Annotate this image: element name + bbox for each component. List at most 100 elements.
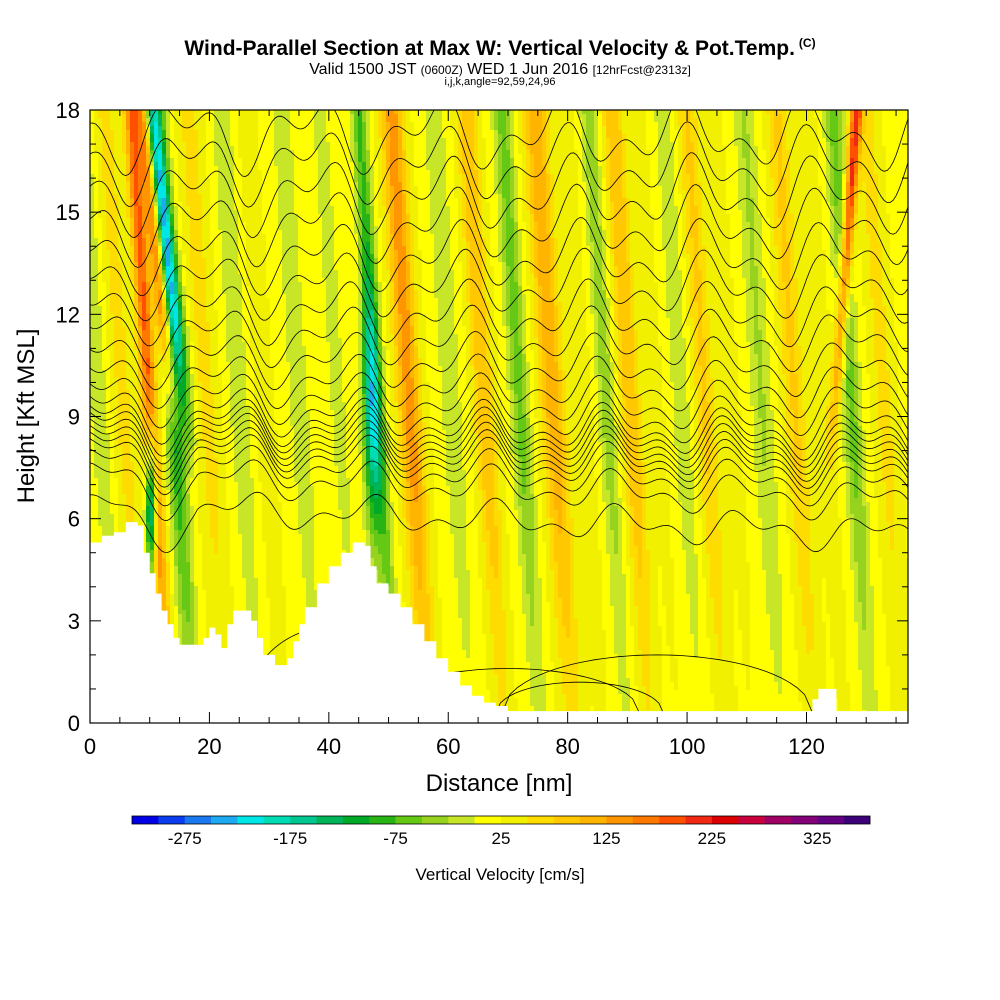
velocity-cell [398, 162, 403, 167]
velocity-cell [526, 134, 531, 139]
velocity-cell [374, 142, 379, 147]
velocity-cell [110, 138, 115, 143]
velocity-cell [290, 166, 295, 171]
velocity-cell [362, 138, 367, 143]
velocity-cell [882, 158, 887, 163]
velocity-cell [666, 170, 671, 175]
velocity-cell [518, 194, 523, 199]
velocity-cell [514, 182, 519, 187]
velocity-cell [874, 198, 879, 203]
velocity-cell [646, 142, 651, 147]
velocity-cell [314, 126, 319, 131]
velocity-cell [778, 122, 783, 127]
velocity-cell [646, 174, 651, 179]
velocity-cell [134, 134, 139, 139]
velocity-cell [398, 182, 403, 187]
velocity-cell [490, 122, 495, 127]
velocity-cell [118, 150, 123, 155]
velocity-cell [434, 158, 439, 163]
velocity-cell [166, 114, 171, 119]
velocity-cell [134, 190, 139, 195]
velocity-cell [286, 110, 291, 115]
velocity-cell [714, 118, 719, 123]
velocity-cell [294, 138, 299, 143]
velocity-cell [422, 182, 427, 187]
velocity-cell [902, 150, 907, 155]
velocity-cell [510, 114, 515, 119]
velocity-cell [282, 198, 287, 203]
velocity-cell [294, 110, 299, 115]
velocity-cell [642, 186, 647, 191]
velocity-cell [250, 158, 255, 163]
velocity-cell [786, 146, 791, 151]
velocity-cell [154, 154, 159, 159]
velocity-cell [638, 126, 643, 131]
velocity-cell [306, 194, 311, 199]
velocity-cell [590, 118, 595, 123]
velocity-cell [182, 142, 187, 147]
velocity-cell [298, 154, 303, 159]
velocity-cell [510, 110, 515, 115]
velocity-cell [382, 122, 387, 127]
velocity-cell [482, 142, 487, 147]
velocity-cell [822, 186, 827, 191]
velocity-cell [694, 178, 699, 183]
velocity-cell [238, 150, 243, 155]
velocity-cell [878, 202, 883, 207]
velocity-cell [530, 182, 535, 187]
velocity-cell [94, 114, 99, 119]
velocity-cell [542, 110, 547, 115]
velocity-cell [266, 110, 271, 115]
velocity-cell [550, 138, 555, 143]
velocity-cell [670, 170, 675, 175]
velocity-cell [354, 158, 359, 163]
velocity-cell [358, 146, 363, 151]
velocity-cell [218, 198, 223, 203]
velocity-cell [242, 206, 247, 211]
velocity-cell [490, 118, 495, 123]
velocity-cell [206, 138, 211, 143]
velocity-cell [514, 122, 519, 127]
velocity-cell [146, 194, 151, 199]
velocity-cell [806, 166, 811, 171]
velocity-cell [126, 158, 131, 163]
velocity-cell [266, 154, 271, 159]
velocity-cell [670, 118, 675, 123]
velocity-cell [742, 186, 747, 191]
velocity-cell [162, 198, 167, 203]
velocity-cell [798, 186, 803, 191]
velocity-cell [502, 118, 507, 123]
velocity-cell [542, 190, 547, 195]
velocity-cell [330, 174, 335, 179]
velocity-cell [106, 154, 111, 159]
velocity-cell [402, 134, 407, 139]
velocity-cell [202, 150, 207, 155]
velocity-cell [282, 190, 287, 195]
velocity-cell [302, 130, 307, 135]
velocity-cell [346, 118, 351, 123]
velocity-cell [158, 174, 163, 179]
velocity-cell [762, 194, 767, 199]
velocity-cell [778, 118, 783, 123]
velocity-cell [614, 154, 619, 159]
velocity-cell [282, 174, 287, 179]
velocity-cell [130, 190, 135, 195]
velocity-cell [878, 126, 883, 131]
velocity-cell [754, 138, 759, 143]
velocity-cell [770, 138, 775, 143]
velocity-cell [182, 134, 187, 139]
velocity-cell [134, 138, 139, 143]
velocity-cell [370, 114, 375, 119]
velocity-cell [854, 170, 859, 175]
velocity-cell [690, 174, 695, 179]
velocity-cell [434, 170, 439, 175]
velocity-cell [862, 150, 867, 155]
velocity-cell [126, 134, 131, 139]
velocity-cell [598, 138, 603, 143]
velocity-cell [182, 162, 187, 167]
velocity-cell [150, 134, 155, 139]
velocity-cell [414, 170, 419, 175]
velocity-cell [138, 138, 143, 143]
velocity-cell [826, 142, 831, 147]
velocity-cell [114, 110, 119, 115]
